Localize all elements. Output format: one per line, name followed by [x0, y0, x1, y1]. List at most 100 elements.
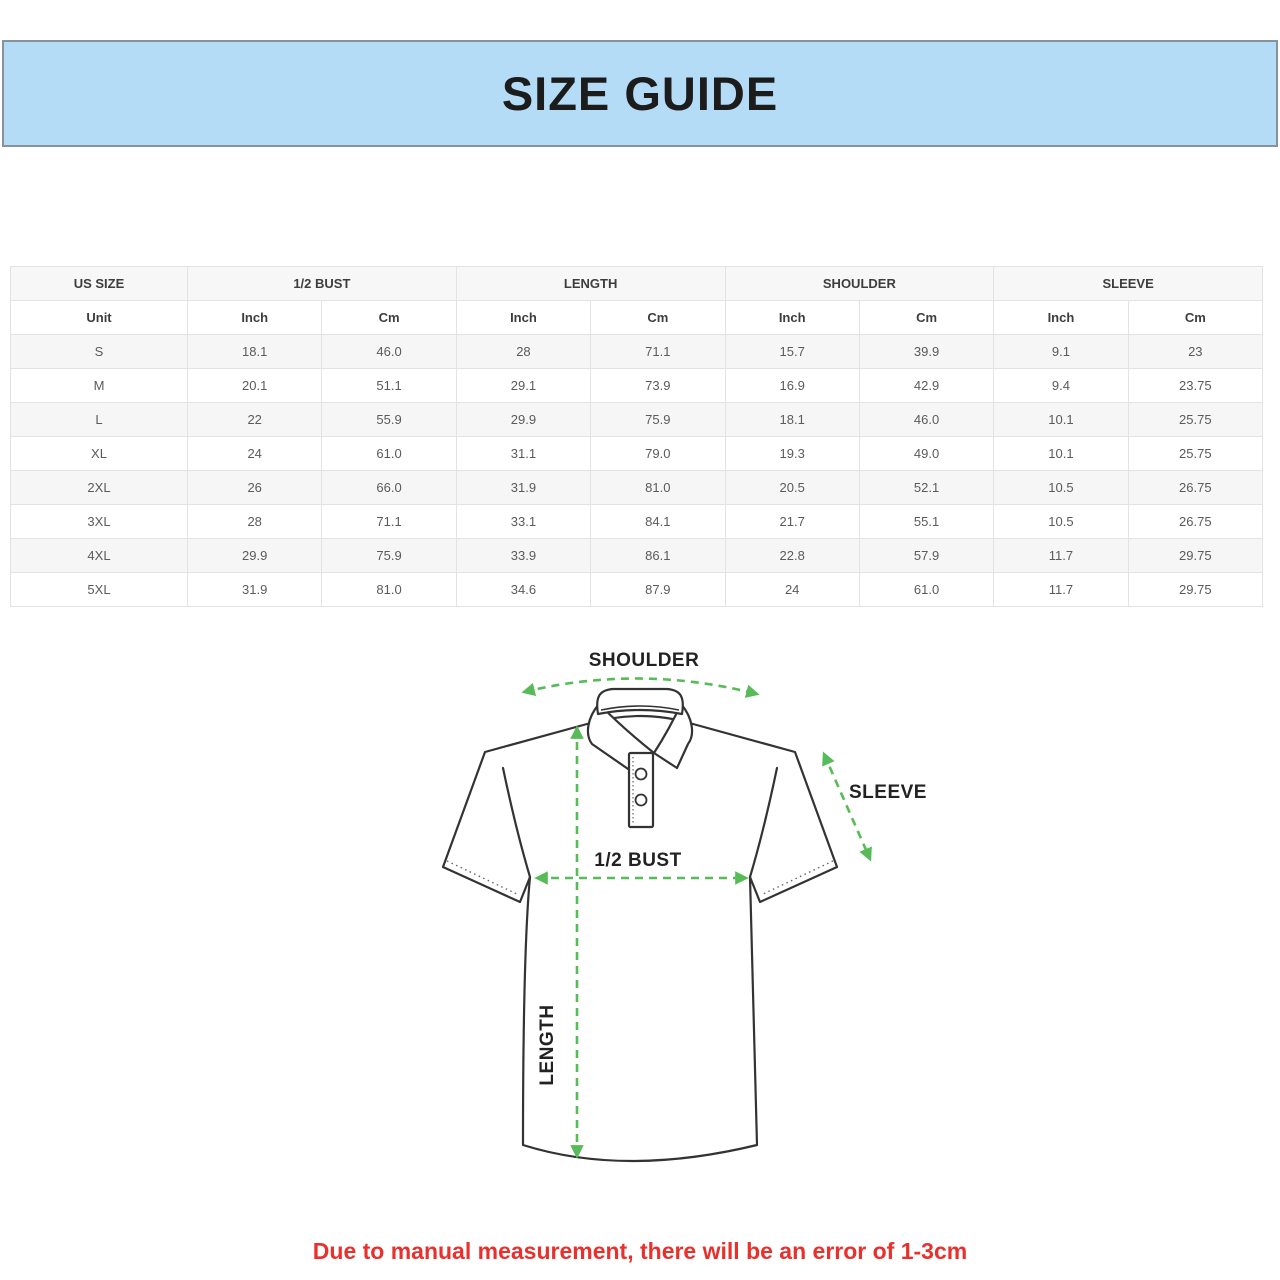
measurement-cell: 18.1 [186, 334, 323, 369]
size-label-cell: XL [10, 436, 188, 471]
table-row: L 22 55.9 29.9 75.9 18.1 46.0 10.1 25.75 [10, 402, 1264, 437]
left-sleeve-seam [501, 766, 532, 879]
measurement-cell: 21.7 [724, 504, 860, 539]
measurement-cell: 16.9 [724, 368, 860, 403]
shoulder-label: SHOULDER [589, 650, 700, 671]
page-title: SIZE GUIDE [501, 67, 779, 120]
measurement-cell: 10.5 [993, 470, 1129, 505]
button-bottom [634, 793, 648, 807]
measurement-cell: 61.0 [321, 436, 457, 471]
measurement-cell: 81.0 [590, 470, 726, 505]
measurement-cell: 28 [186, 504, 323, 539]
measurement-cell: 29.9 [455, 402, 592, 437]
measurement-cell: 20.5 [724, 470, 860, 505]
measurement-cell: 23 [1127, 334, 1264, 369]
measurement-cell: 11.7 [993, 572, 1129, 607]
right-sleeve-seam [748, 766, 779, 879]
measurement-cell: 11.7 [993, 538, 1129, 573]
column-group-header: 1/2 BUST [187, 266, 457, 301]
measurement-cell: 29.75 [1127, 572, 1264, 607]
measurement-cell: 31.1 [455, 436, 592, 471]
size-label-cell: L [10, 402, 188, 437]
button-top [634, 767, 648, 781]
table-row: S 18.1 46.0 28 71.1 15.7 39.9 9.1 23 [10, 334, 1264, 369]
column-group-header: LENGTH [455, 266, 726, 301]
measurement-cell: 61.0 [858, 572, 995, 607]
measurement-cell: 52.1 [858, 470, 995, 505]
size-label-cell: 4XL [10, 538, 188, 573]
sleeve-label: SLEEVE [849, 782, 927, 803]
measurement-cell: 34.6 [455, 572, 592, 607]
measurement-cell: 22 [186, 402, 323, 437]
measurement-cell: 31.9 [455, 470, 592, 505]
measurement-cell: 31.9 [186, 572, 323, 607]
measurement-cell: 75.9 [590, 402, 726, 437]
table-row: 2XL 26 66.0 31.9 81.0 20.5 52.1 10.5 26.75 [10, 470, 1264, 505]
measurement-cell: 79.0 [590, 436, 726, 471]
size-label-cell: M [10, 368, 188, 403]
table-row: 4XL 29.9 75.9 33.9 86.1 22.8 57.9 11.7 29.75 [10, 538, 1264, 573]
measurement-cell: 10.5 [993, 504, 1129, 539]
measurement-cell: 29.75 [1127, 538, 1264, 573]
measurement-cell: 46.0 [858, 402, 995, 437]
table-row: XL 24 61.0 31.1 79.0 19.3 49.0 10.1 25.75 [10, 436, 1264, 471]
measurement-cell: 28 [455, 334, 592, 369]
measurement-cell: 33.1 [455, 504, 592, 539]
measurement-cell: 75.9 [321, 538, 457, 573]
polo-shirt-outline [441, 714, 839, 1163]
measurement-cell: 24 [186, 436, 323, 471]
measurement-cell: 71.1 [590, 334, 726, 369]
measurement-cell: 24 [724, 572, 860, 607]
measurement-cell: 9.4 [993, 368, 1129, 403]
shoulder-arrow [521, 677, 760, 698]
measurement-cell: 25.75 [1127, 402, 1264, 437]
measurement-cell: 46.0 [321, 334, 457, 369]
unit-header-cell: Cm [1127, 300, 1264, 335]
measurement-cell: 9.1 [993, 334, 1129, 369]
measurement-cell: 66.0 [321, 470, 457, 505]
right-cuff-stitch [760, 860, 834, 896]
size-table-container: US SIZE 1/2 BUST LENGTH SHOULDER SLEEVE Unit I… [10, 266, 1264, 607]
measurement-cell: 23.75 [1127, 368, 1264, 403]
collar-band-inner-line [600, 705, 680, 711]
placket [627, 751, 655, 829]
left-cuff-stitch [446, 860, 520, 896]
measurement-cell: 22.8 [724, 538, 860, 573]
collar-band [596, 687, 684, 716]
column-group-header: SHOULDER [724, 266, 995, 301]
measurement-cell: 81.0 [321, 572, 457, 607]
size-label-cell: 2XL [10, 470, 188, 505]
column-group-header: SLEEVE [993, 266, 1263, 301]
length-label: LENGTH [537, 1004, 558, 1085]
measurement-cell: 19.3 [724, 436, 860, 471]
measurement-cell: 71.1 [321, 504, 457, 539]
measurement-cell: 29.1 [455, 368, 592, 403]
measurement-cell: 55.9 [321, 402, 457, 437]
unit-header-cell: Inch [724, 300, 860, 335]
measurement-cell: 29.9 [186, 538, 323, 573]
table-row: M 20.1 51.1 29.1 73.9 16.9 42.9 9.4 23.75 [10, 368, 1264, 403]
measurement-cell: 10.1 [993, 436, 1129, 471]
unit-header-cell: Inch [186, 300, 323, 335]
measurement-cell: 10.1 [993, 402, 1129, 437]
unit-header-cell: Inch [455, 300, 592, 335]
measurement-cell: 49.0 [858, 436, 995, 471]
measurement-cell: 55.1 [858, 504, 995, 539]
unit-header-cell: Inch [993, 300, 1129, 335]
sleeve-arrow [822, 751, 872, 862]
measurement-cell: 25.75 [1127, 436, 1264, 471]
table-row: 5XL 31.9 81.0 34.6 87.9 24 61.0 11.7 29.75 [10, 572, 1264, 607]
measurement-cell: 20.1 [186, 368, 323, 403]
measurement-cell: 51.1 [321, 368, 457, 403]
measurement-cell: 39.9 [858, 334, 995, 369]
unit-header-cell: Cm [321, 300, 457, 335]
measurement-cell: 33.9 [455, 538, 592, 573]
measurement-disclaimer: Due to manual measurement, there will be… [312, 1238, 968, 1264]
size-guide-banner: SIZE GUIDE [2, 40, 1278, 147]
measurement-cell: 26.75 [1127, 504, 1264, 539]
measurement-cell: 86.1 [590, 538, 726, 573]
size-label-cell: 5XL [10, 572, 188, 607]
size-label-cell: S [10, 334, 188, 369]
measurement-cell: 57.9 [858, 538, 995, 573]
table-row: 3XL 28 71.1 33.1 84.1 21.7 55.1 10.5 26.75 [10, 504, 1264, 539]
